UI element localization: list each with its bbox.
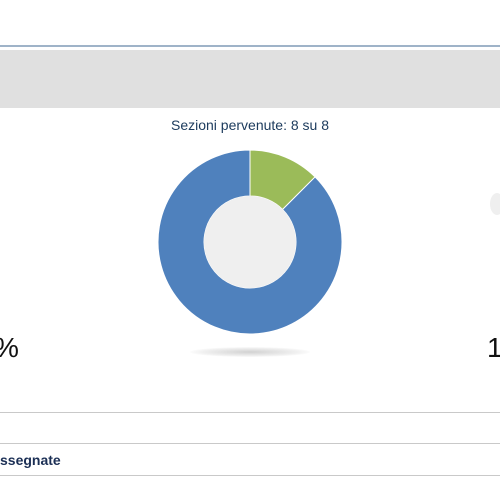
donut-chart [157, 149, 343, 335]
divider [0, 443, 500, 444]
header-band [0, 50, 500, 108]
divider [0, 475, 500, 476]
right-chart-fragment [490, 193, 500, 215]
sections-received-label: Sezioni pervenute: 8 su 8 [171, 117, 329, 133]
top-border [0, 45, 500, 47]
divider [0, 412, 500, 413]
assigned-label: ssegnate [0, 452, 61, 468]
donut-chart-container [156, 148, 344, 336]
left-percentage-fragment: % [0, 332, 19, 364]
donut-center [204, 196, 296, 288]
right-value-fragment: 1 [487, 332, 500, 363]
donut-shadow [190, 347, 310, 357]
